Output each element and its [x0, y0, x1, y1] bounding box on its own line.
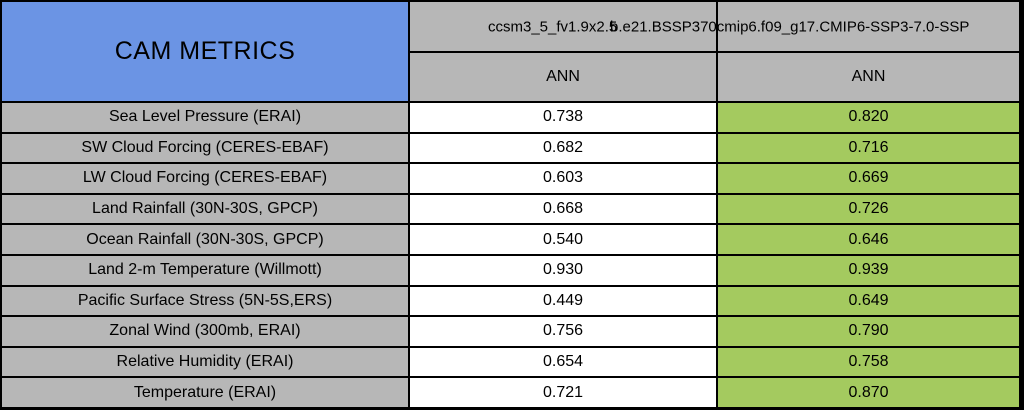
- table-right-border: [1019, 0, 1024, 410]
- metric-name-sea-level-pressure: Sea Level Pressure (ERAI): [2, 103, 408, 132]
- metric-name-pacific-surface-stress: Pacific Surface Stress (5N-5S,ERS): [2, 286, 408, 316]
- column-header-model-2: b.e21.BSSP370cmip6.f09_g17.CMIP6-SSP3-7.…: [610, 2, 1019, 51]
- metric-value-run2: 0.870: [718, 378, 1019, 407]
- metric-name-lw-cloud-forcing: LW Cloud Forcing (CERES-EBAF): [2, 164, 408, 193]
- table-title: CAM METRICS: [2, 2, 408, 101]
- metric-value-run2: 0.649: [718, 286, 1019, 316]
- metric-value-run1: 0.668: [410, 194, 716, 224]
- metric-value-run1: 0.654: [410, 347, 716, 377]
- metric-value-run1: 0.930: [410, 256, 716, 285]
- metric-name-relative-humidity: Relative Humidity (ERAI): [2, 347, 408, 377]
- metric-value-run1: 0.603: [410, 164, 716, 193]
- column-header-model-1: ccsm3_5_fv1.9x2.5: [410, 2, 716, 51]
- column-header-season-1: ANN: [410, 53, 716, 101]
- metric-value-run2: 0.646: [718, 225, 1019, 254]
- metric-value-run2: 0.758: [718, 347, 1019, 377]
- metric-name-ocean-rainfall: Ocean Rainfall (30N-30S, GPCP): [2, 225, 408, 254]
- metric-name-sw-cloud-forcing: SW Cloud Forcing (CERES-EBAF): [2, 133, 408, 163]
- column-header-season-2: ANN: [718, 53, 1019, 101]
- metric-name-land-rainfall: Land Rainfall (30N-30S, GPCP): [2, 194, 408, 224]
- metric-name-zonal-wind: Zonal Wind (300mb, ERAI): [2, 317, 408, 346]
- metric-value-run2: 0.790: [718, 317, 1019, 346]
- model-run-1-label: ccsm3_5_fv1.9x2.5: [488, 18, 618, 35]
- metric-value-run1: 0.449: [410, 286, 716, 316]
- metric-name-temperature: Temperature (ERAI): [2, 378, 408, 407]
- metric-value-run1: 0.721: [410, 378, 716, 407]
- metric-value-run2: 0.716: [718, 133, 1019, 163]
- metric-value-run1: 0.738: [410, 103, 716, 132]
- metric-value-run1: 0.756: [410, 317, 716, 346]
- metric-name-land-2m-temperature: Land 2-m Temperature (Willmott): [2, 256, 408, 285]
- model-run-2-label: b.e21.BSSP370cmip6.f09_g17.CMIP6-SSP3-7.…: [610, 18, 970, 35]
- metric-value-run2: 0.939: [718, 256, 1019, 285]
- metric-value-run2: 0.820: [718, 103, 1019, 132]
- metric-value-run2: 0.726: [718, 194, 1019, 224]
- metric-value-run1: 0.682: [410, 133, 716, 163]
- metric-value-run2: 0.669: [718, 164, 1019, 193]
- metric-value-run1: 0.540: [410, 225, 716, 254]
